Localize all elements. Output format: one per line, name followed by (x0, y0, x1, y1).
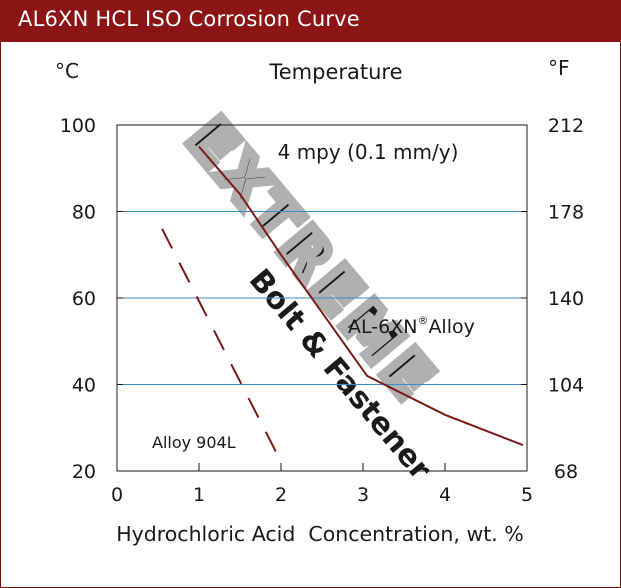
gridlines (117, 211, 527, 385)
x-axis-ticks: 0 1 2 3 4 5 (111, 463, 533, 506)
page-title: AL6XN HCL ISO Corrosion Curve (18, 7, 360, 31)
y-left-tick-label: 60 (72, 288, 96, 310)
x-tick-label: 0 (111, 484, 123, 506)
x-tick-label: 2 (275, 484, 287, 506)
y-axis-left-ticks: 20 40 60 80 100 (60, 115, 123, 483)
series-label-904l: Alloy 904L (152, 433, 236, 452)
y-left-tick-label: 80 (72, 202, 96, 224)
x-tick-label: 4 (439, 484, 451, 506)
series-name-al6xn: AL-6XN (348, 316, 417, 338)
x-tick-label: 5 (521, 484, 533, 506)
y-left-tick-label: 20 (72, 461, 96, 483)
y-right-tick-label: 104 (548, 375, 584, 397)
title-bar: AL6XN HCL ISO Corrosion Curve (0, 0, 621, 42)
series-line-al6xn (198, 145, 524, 447)
chart-title: 4 mpy (0.1 mm/y) (278, 140, 459, 164)
y-right-tick-label: 212 (548, 115, 584, 137)
x-tick-label: 3 (357, 484, 369, 506)
left-unit-label: °C (55, 59, 79, 83)
top-axis-label: Temperature (268, 60, 402, 84)
x-axis-label: Hydrochloric Acid Concentration, wt. % (116, 522, 524, 546)
y-left-tick-label: 40 (72, 375, 96, 397)
x-tick-label: 1 (193, 484, 205, 506)
y-left-tick-label: 100 (60, 115, 96, 137)
series-label-al6xn: AL-6XN®Alloy (348, 314, 475, 338)
y-right-tick-label: 178 (548, 202, 584, 224)
series-suffix-al6xn: Alloy (428, 316, 474, 338)
series-layer (161, 145, 524, 455)
y-right-tick-label: 140 (548, 288, 584, 310)
registered-mark: ® (417, 314, 428, 327)
series-line-904l (161, 228, 278, 455)
right-unit-label: °F (548, 56, 570, 80)
y-right-tick-label: 68 (554, 461, 578, 483)
y-axis-right-ticks: 68 104 140 178 212 (521, 115, 584, 483)
